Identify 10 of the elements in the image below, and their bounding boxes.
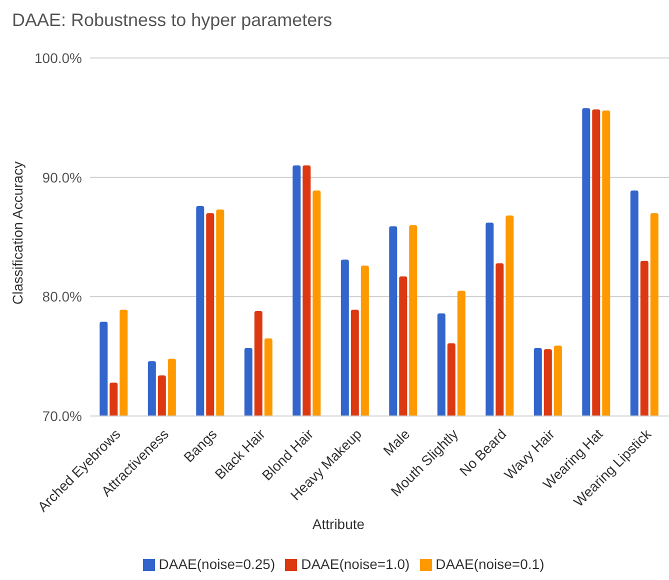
y-tick-label: 90.0%: [42, 169, 82, 186]
legend-label: DAAE(noise=1.0): [301, 556, 410, 572]
y-axis-title: Classification Accuracy: [10, 161, 26, 305]
y-tick-label: 100.0%: [34, 50, 82, 66]
chart-title: DAAE: Robustness to hyper parameters: [12, 10, 332, 31]
legend-label: DAAE(noise=0.25): [158, 556, 276, 572]
legend-label: DAAE(noise=0.1): [436, 556, 544, 572]
y-tick-label: 80.0%: [42, 288, 82, 305]
y-tick-label: 70.0%: [42, 408, 82, 424]
x-axis-title: Attribute: [311, 516, 366, 532]
